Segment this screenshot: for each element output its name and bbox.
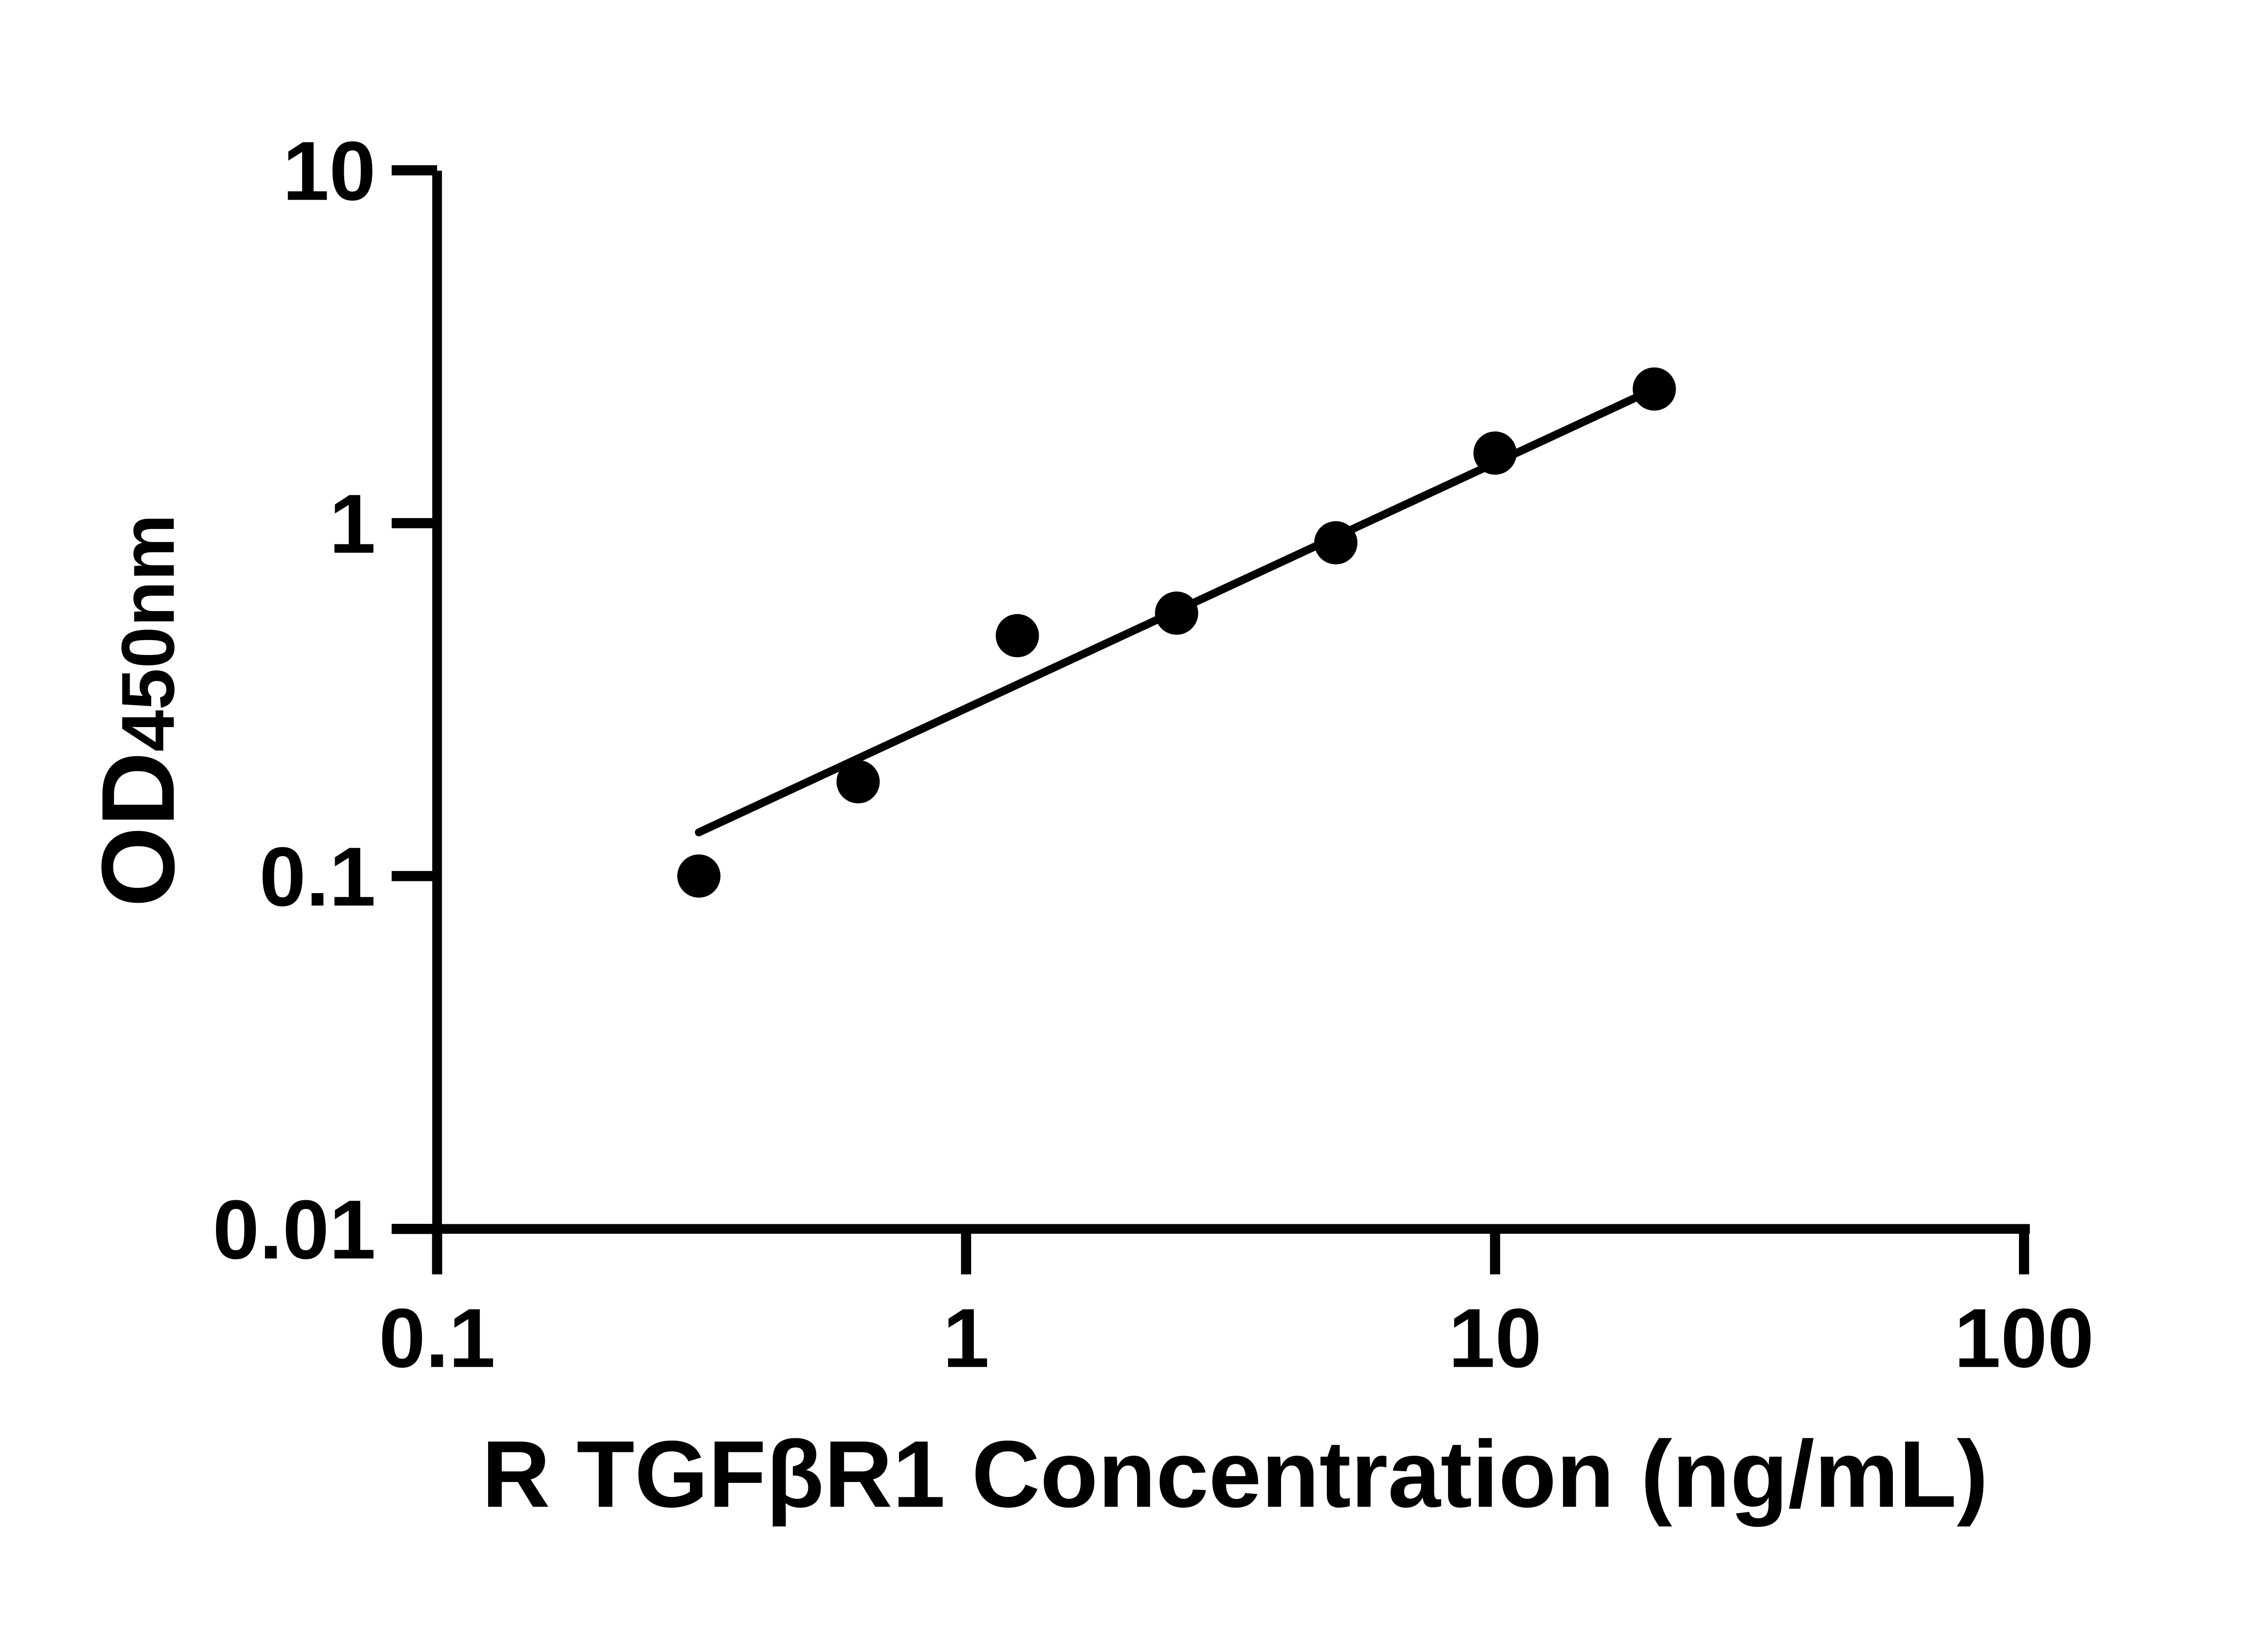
y-axis-title: OD450nm (80, 514, 196, 907)
data-point (996, 614, 1039, 657)
y-tick-label-0.1: 0.1 (259, 830, 376, 924)
y-tick-label-1: 1 (329, 478, 376, 571)
data-point (1633, 367, 1676, 411)
data-point (836, 760, 880, 804)
data-point (677, 854, 721, 898)
x-tick-label-1: 1 (943, 1292, 989, 1385)
x-tick-label-100: 100 (1954, 1292, 2094, 1385)
y-tick-label-0.01: 0.01 (213, 1183, 376, 1276)
y-axis-title-main: OD (80, 752, 196, 907)
y-axis-title-sub: 450nm (106, 514, 190, 752)
y-tick-label-10: 10 (283, 125, 376, 218)
x-tick-label-0.1: 0.1 (379, 1292, 495, 1385)
data-point (1314, 521, 1358, 565)
data-point (1473, 431, 1517, 475)
x-tick-label-10: 10 (1448, 1292, 1542, 1385)
data-point (1155, 592, 1198, 635)
x-axis-title: R TGFβR1 Concentration (ng/mL) (482, 1422, 1988, 1527)
